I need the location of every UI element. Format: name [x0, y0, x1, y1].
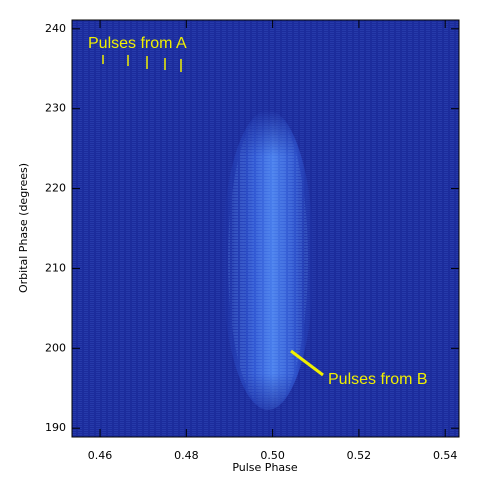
- y-tick-label: 240: [45, 22, 66, 35]
- pulse-markers: [102, 55, 182, 72]
- y-tick-label: 210: [45, 261, 66, 274]
- x-axis-label: Pulse Phase: [232, 461, 298, 474]
- y-axis-label: Orbital Phase (degrees): [17, 163, 30, 293]
- x-tick-label: 0.52: [347, 449, 372, 462]
- y-tick-label: 220: [45, 182, 66, 195]
- annotation-b: Pulses from B: [328, 371, 428, 388]
- x-tick-label: 0.50: [260, 449, 285, 462]
- y-tick-label: 190: [45, 421, 66, 434]
- image-area: [72, 20, 459, 437]
- x-tick-label: 0.54: [433, 449, 458, 462]
- annotation-arrow: [290, 349, 324, 377]
- annotation-a: Pulses from A: [88, 35, 187, 52]
- plot-frame: [71, 19, 460, 438]
- x-tick-label: 0.48: [174, 449, 199, 462]
- x-tick-label: 0.46: [88, 449, 113, 462]
- y-tick-label: 230: [45, 102, 66, 115]
- y-tick-label: 200: [45, 341, 66, 354]
